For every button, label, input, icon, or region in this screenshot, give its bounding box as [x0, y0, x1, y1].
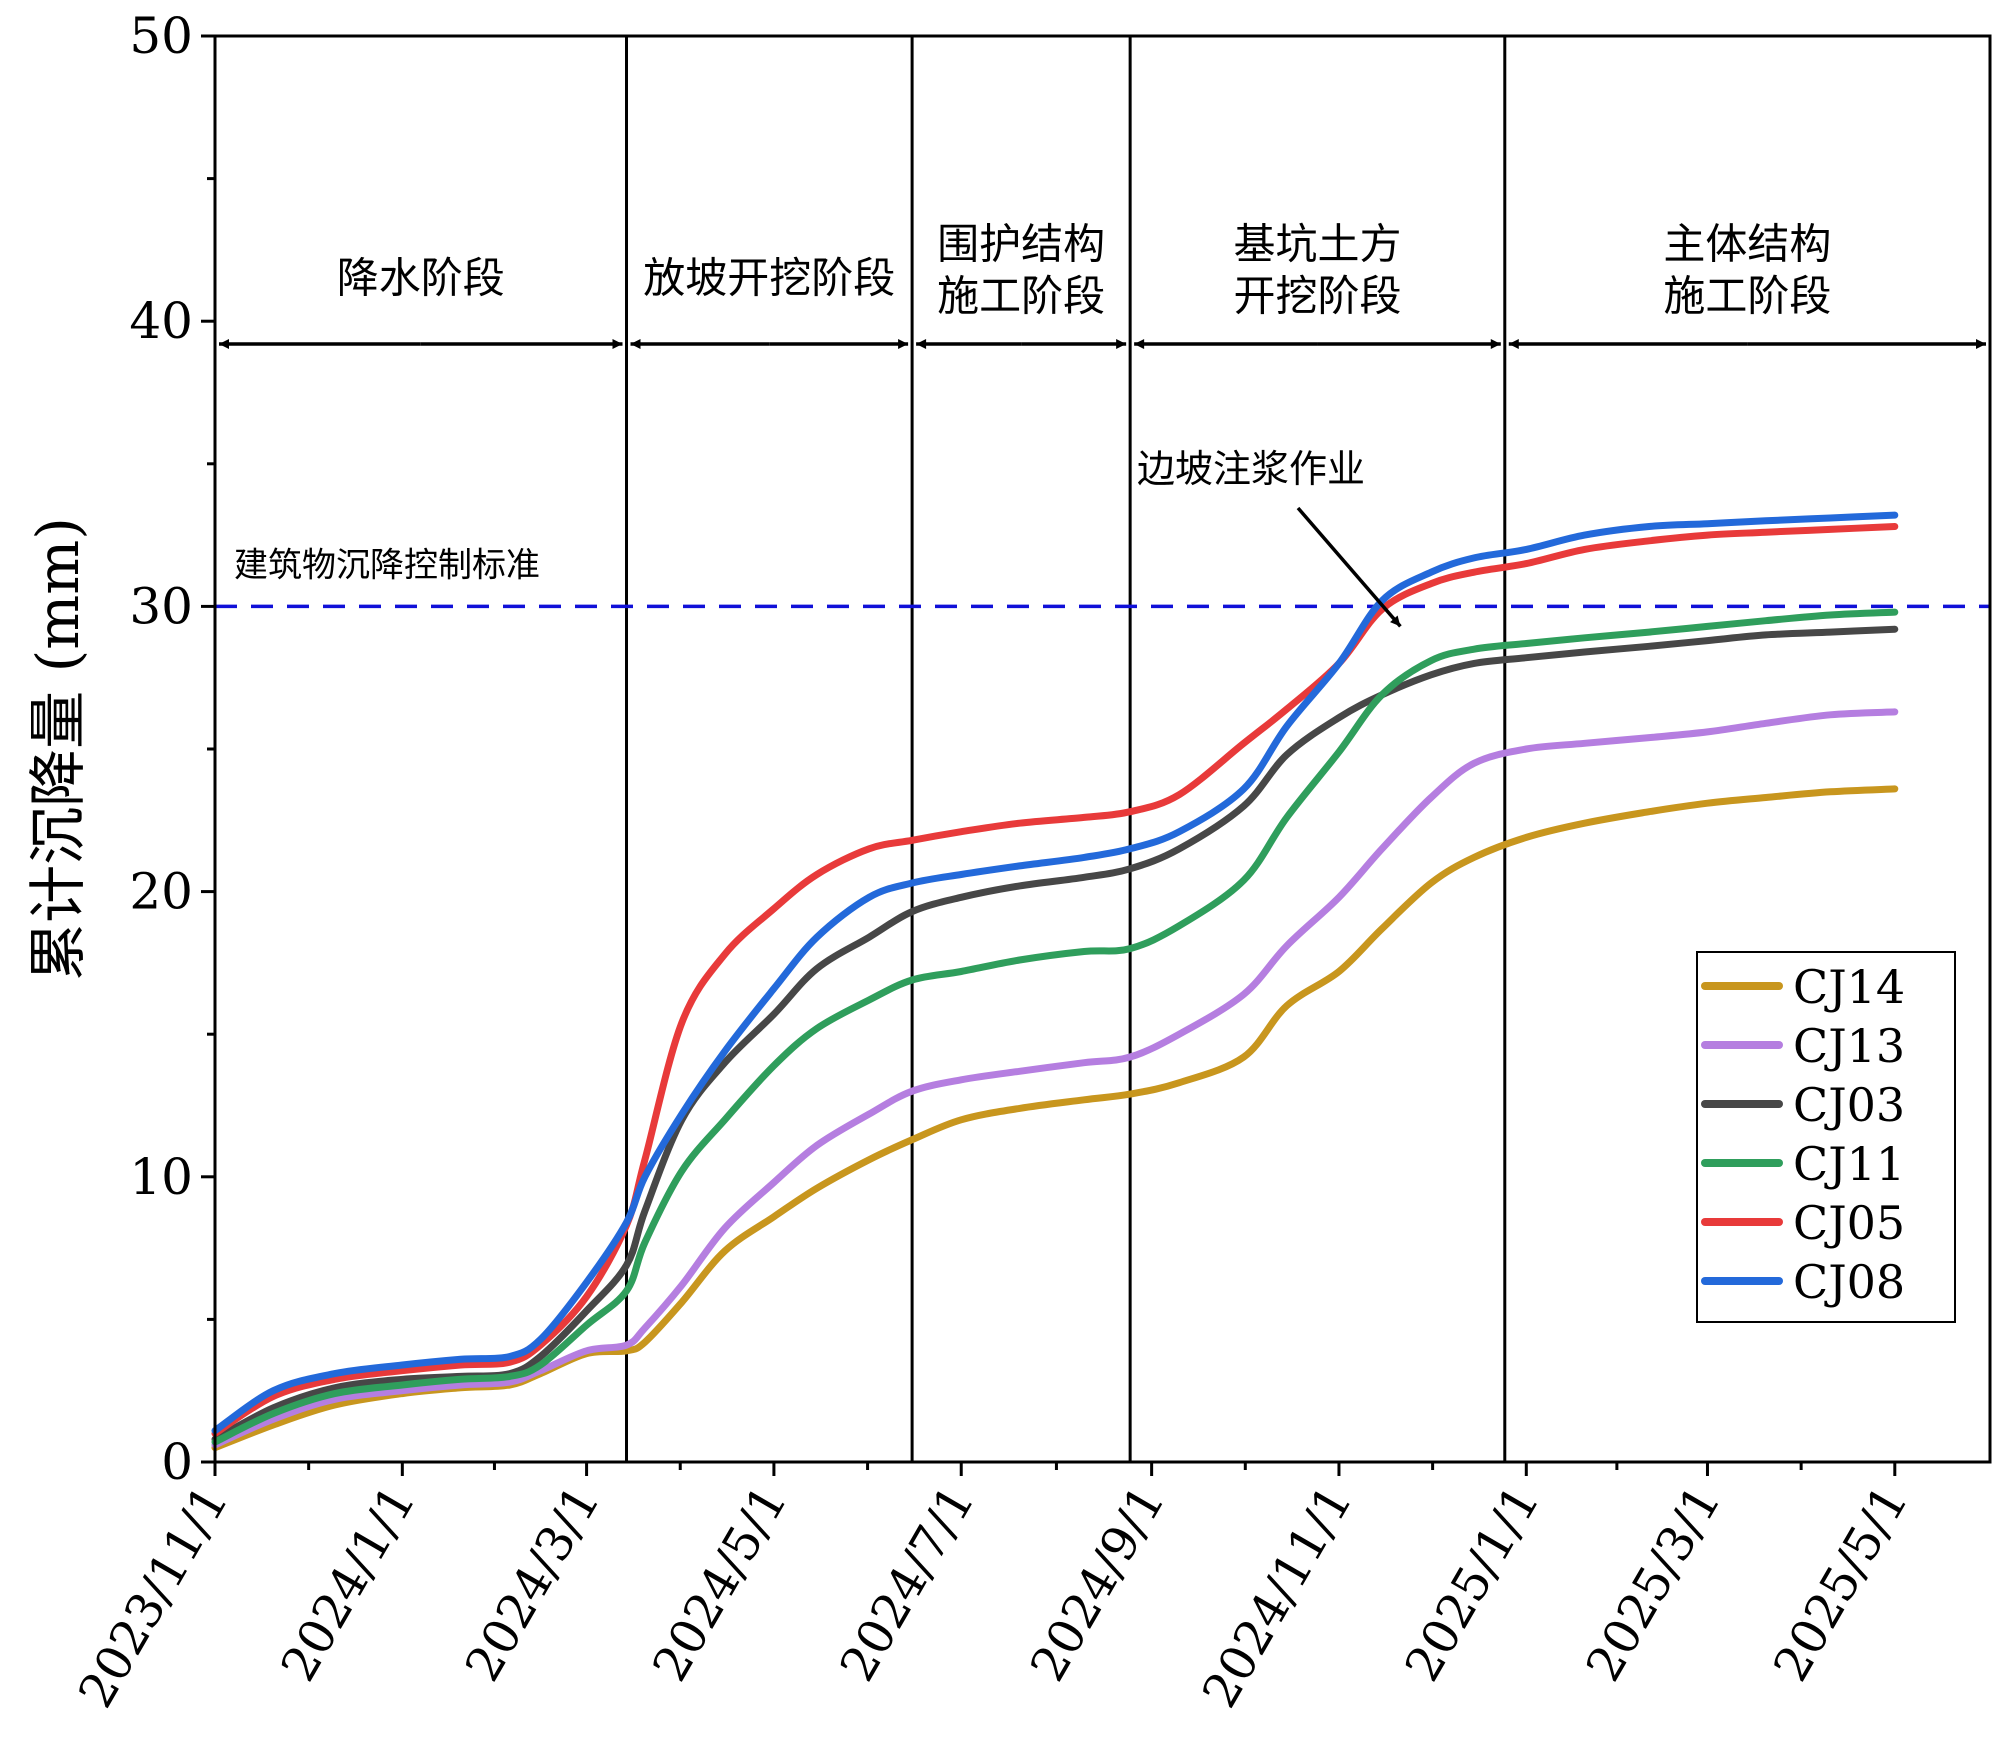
y-tick-label: 20: [129, 863, 193, 921]
y-tick-label: 40: [129, 292, 193, 350]
legend-label-CJ13: CJ13: [1793, 1019, 1905, 1073]
annotation-text: 边坡注浆作业: [1137, 447, 1365, 491]
x-tick-label: 2024/7/1: [829, 1476, 985, 1691]
y-tick-label: 0: [161, 1433, 193, 1491]
threshold-label: 建筑物沉降控制标准: [234, 545, 540, 585]
series-CJ11: [211, 608, 1899, 1446]
y-tick-label: 50: [129, 7, 193, 65]
legend-label-CJ03: CJ03: [1793, 1078, 1905, 1132]
series-CJ05: [211, 523, 1899, 1437]
x-tick-label: 2024/1/1: [270, 1476, 426, 1691]
x-tick-label: 2025/5/1: [1763, 1476, 1919, 1691]
x-tick-label: 2024/3/1: [455, 1476, 611, 1691]
phase-label: 施工阶段: [1663, 271, 1831, 320]
phase-label: 围护结构: [937, 219, 1105, 268]
series-layer: [211, 511, 1899, 1452]
legend-box: [1696, 951, 1956, 1323]
x-tick-label: 2023/11/1: [68, 1476, 240, 1717]
legend-label-CJ11: CJ11: [1793, 1137, 1905, 1191]
x-tick-label: 2025/3/1: [1576, 1476, 1732, 1691]
phase-label: 放坡开挖阶段: [643, 254, 895, 303]
threshold-layer: 建筑物沉降控制标准: [215, 545, 1990, 609]
y-axis-label: 累计沉降量 (mm): [24, 517, 92, 981]
phase-label: 主体结构: [1663, 219, 1831, 268]
phase-label: 开挖阶段: [1233, 271, 1401, 320]
phase-label: 基坑土方: [1233, 219, 1401, 268]
series-CJ14: [211, 785, 1899, 1452]
legend-label-CJ08: CJ08: [1793, 1255, 1905, 1309]
y-tick-label: 30: [129, 577, 193, 635]
annotation-layer: 边坡注浆作业: [1137, 447, 1402, 628]
annotation-arrow: [1296, 506, 1402, 628]
y-tick-label: 10: [129, 1148, 193, 1206]
phase-label: 降水阶段: [337, 254, 505, 303]
x-tick-label: 2024/9/1: [1020, 1476, 1176, 1691]
phase-label: 施工阶段: [937, 271, 1105, 320]
series-CJ08: [211, 511, 1899, 1435]
x-tick-label: 2024/11/1: [1192, 1476, 1364, 1717]
legend-label-CJ05: CJ05: [1793, 1196, 1905, 1250]
legend-label-CJ14: CJ14: [1793, 960, 1905, 1014]
x-tick-label: 2024/5/1: [642, 1476, 798, 1691]
x-tick-label: 2025/1/1: [1394, 1476, 1550, 1691]
series-CJ13: [211, 708, 1899, 1449]
series-CJ03: [211, 625, 1899, 1443]
